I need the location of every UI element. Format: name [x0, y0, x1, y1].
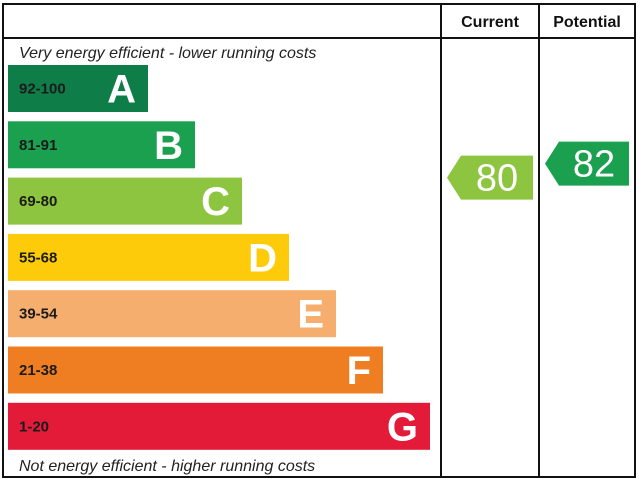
top-note: Very energy efficient - lower running co… [19, 45, 316, 62]
band-g-bar [8, 402, 430, 450]
band-b-letter: B [154, 124, 183, 168]
band-e-letter: E [297, 293, 324, 337]
band-g-range: 1-20 [19, 418, 49, 435]
band-f-letter: F [347, 349, 371, 393]
potential-rating-marker: 82 [545, 141, 629, 186]
band-a-letter: A [107, 68, 136, 112]
current-rating-value: 80 [476, 158, 518, 200]
band-a-bar [8, 65, 148, 112]
potential-rating-value: 82 [573, 144, 615, 186]
band-e-range: 39-54 [19, 306, 58, 323]
band-a-range: 92-100 [19, 81, 66, 98]
bottom-note: Not energy efficient - higher running co… [19, 458, 315, 475]
band-g-letter: G [387, 405, 418, 449]
band-e-bar [8, 290, 336, 338]
potential-column-header: Potential [553, 14, 621, 31]
band-f-bar [8, 346, 383, 394]
band-c-letter: C [201, 180, 230, 224]
band-d-range: 55-68 [19, 249, 57, 266]
band-d-bar [8, 233, 289, 281]
band-d-letter: D [248, 236, 277, 280]
band-b-bar [8, 121, 195, 169]
band-b-range: 81-91 [19, 137, 57, 154]
rating-bands: 92-100 A 81-91 B 69-80 C 55-68 D 39-54 E 21-38 F 1-2… [8, 65, 430, 450]
chart-frame [2, 3, 636, 478]
potential-rating-arrow [545, 141, 629, 186]
current-column-header: Current [461, 14, 519, 31]
band-c-bar [8, 177, 242, 225]
current-rating-arrow [447, 155, 533, 200]
current-rating-marker: 80 [447, 155, 533, 200]
band-f-range: 21-38 [19, 362, 57, 379]
band-c-range: 69-80 [19, 193, 57, 210]
